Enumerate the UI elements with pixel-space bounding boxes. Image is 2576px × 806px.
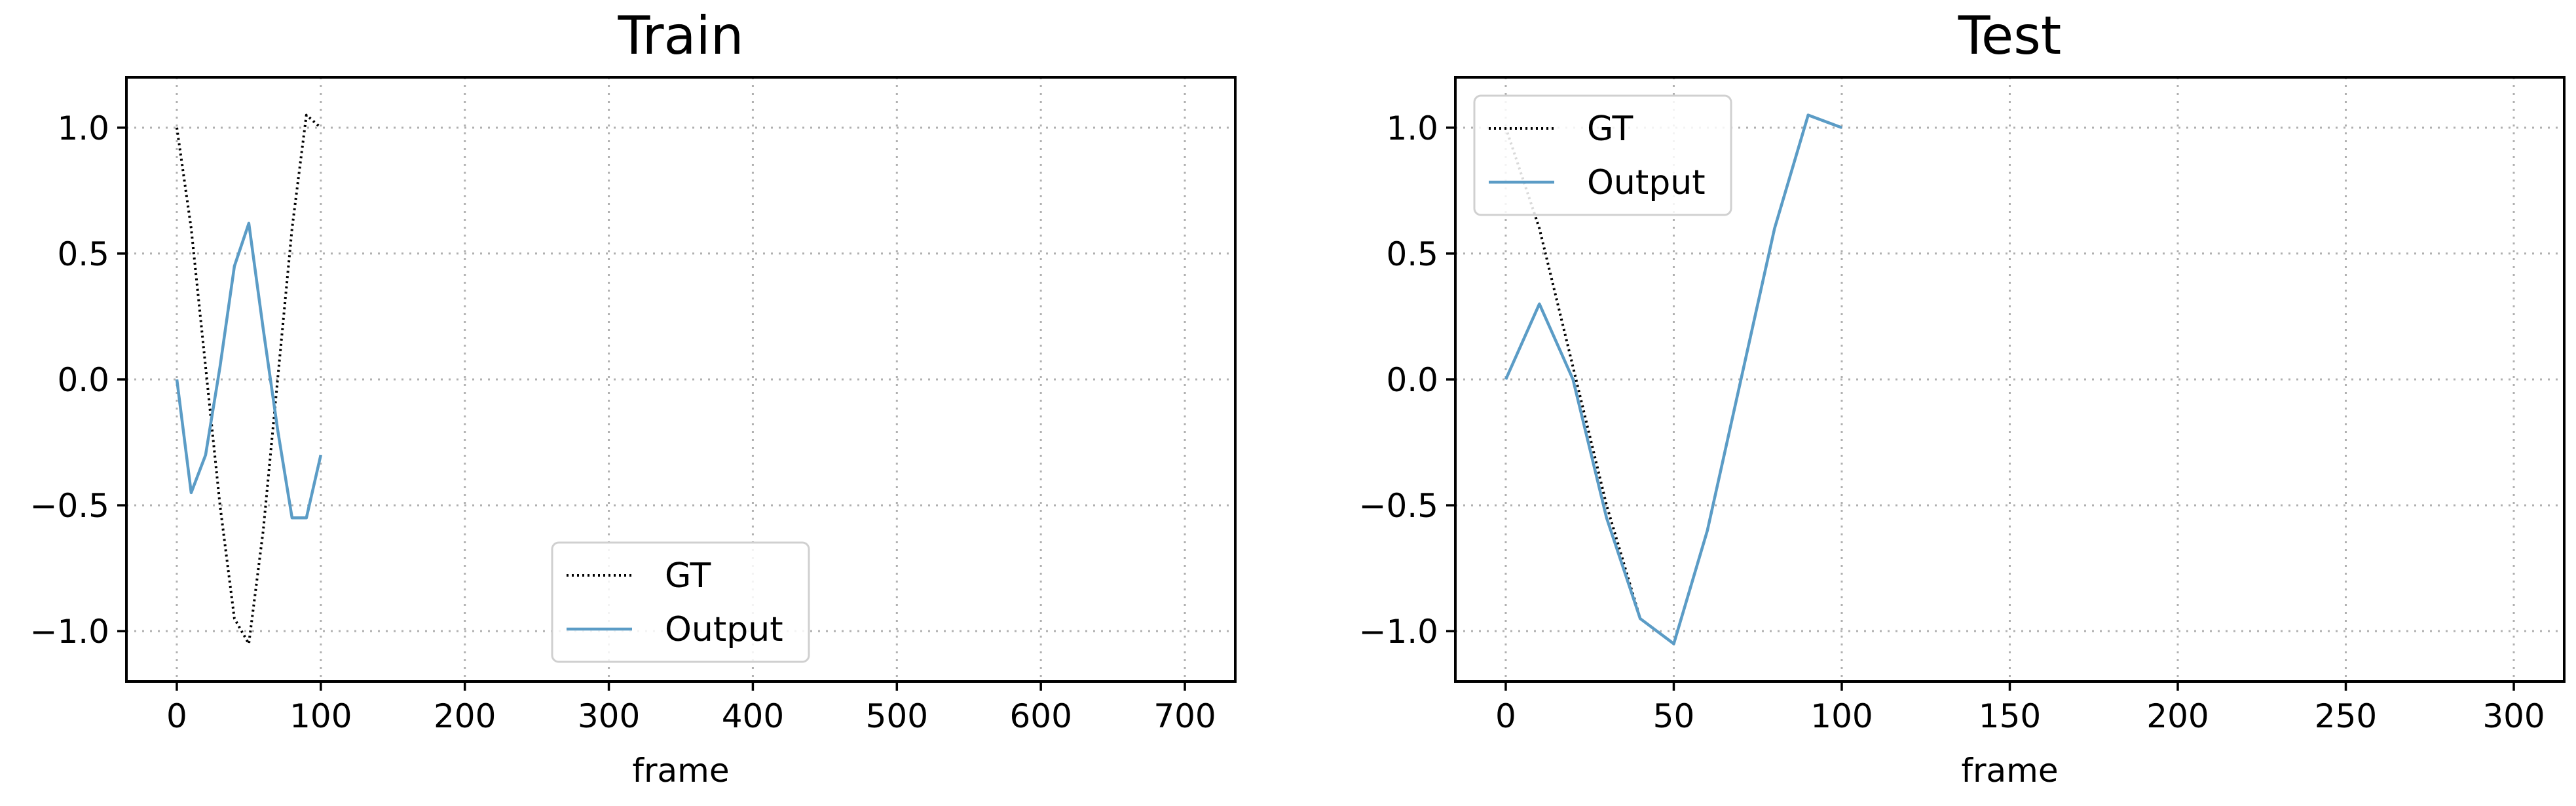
train-panel: 0 100 200 300 400 500 600 700 −1.0 −0.5 0.0 0.5 1.0 T… bbox=[30, 5, 1237, 790]
x-tick-label: 100 bbox=[1810, 697, 1873, 735]
x-axis-label: frame bbox=[632, 752, 729, 790]
legend-box bbox=[551, 541, 810, 663]
x-tick-label: 50 bbox=[1653, 697, 1695, 735]
test-panel: 0 50 100 150 200 250 300 −1.0 −0.5 0.0 0.5 1.0 Test f… bbox=[1359, 5, 2566, 790]
x-tick-label: 200 bbox=[434, 697, 496, 735]
y-tick-label: −1.0 bbox=[30, 613, 109, 651]
x-tick-label: 250 bbox=[2315, 697, 2377, 735]
y-tick-label: 0.0 bbox=[57, 361, 109, 399]
x-tick-label: 700 bbox=[1153, 697, 1216, 735]
x-tick-label: 300 bbox=[2482, 697, 2545, 735]
legend: GT Output bbox=[551, 541, 810, 663]
gt-line bbox=[176, 113, 322, 645]
x-tick-label: 200 bbox=[2146, 697, 2209, 735]
chart-title: Test bbox=[1958, 5, 2062, 66]
y-tick-label: −1.0 bbox=[1359, 613, 1438, 651]
legend-label-output: Output bbox=[665, 610, 783, 649]
legend-box bbox=[1473, 94, 1732, 216]
y-tick-label: 1.0 bbox=[1386, 109, 1438, 147]
y-tick-label: 0.5 bbox=[57, 235, 109, 273]
legend-label-gt: GT bbox=[1587, 109, 1633, 149]
x-axis-label: frame bbox=[1961, 752, 2058, 790]
x-tick-label: 500 bbox=[866, 697, 928, 735]
y-tick-label: −0.5 bbox=[30, 487, 109, 525]
legend: GT Output bbox=[1473, 94, 1732, 216]
x-tick-label: 0 bbox=[166, 697, 187, 735]
x-tick-label: 100 bbox=[289, 697, 352, 735]
x-tick-label: 600 bbox=[1009, 697, 1072, 735]
x-tick-label: 150 bbox=[1979, 697, 2041, 735]
chart-title: Train bbox=[618, 5, 744, 66]
legend-label-output: Output bbox=[1587, 163, 1706, 202]
y-tick-label: 0.5 bbox=[1386, 235, 1438, 273]
output-line bbox=[175, 221, 322, 520]
y-tick-label: 1.0 bbox=[57, 109, 109, 147]
y-tick-label: 0.0 bbox=[1386, 361, 1438, 399]
y-tick-label: −0.5 bbox=[1359, 487, 1438, 525]
x-tick-label: 400 bbox=[722, 697, 784, 735]
x-tick-label: 300 bbox=[578, 697, 640, 735]
legend-label-gt: GT bbox=[665, 556, 711, 596]
output-line bbox=[1504, 113, 1842, 645]
x-tick-label: 0 bbox=[1495, 697, 1516, 735]
